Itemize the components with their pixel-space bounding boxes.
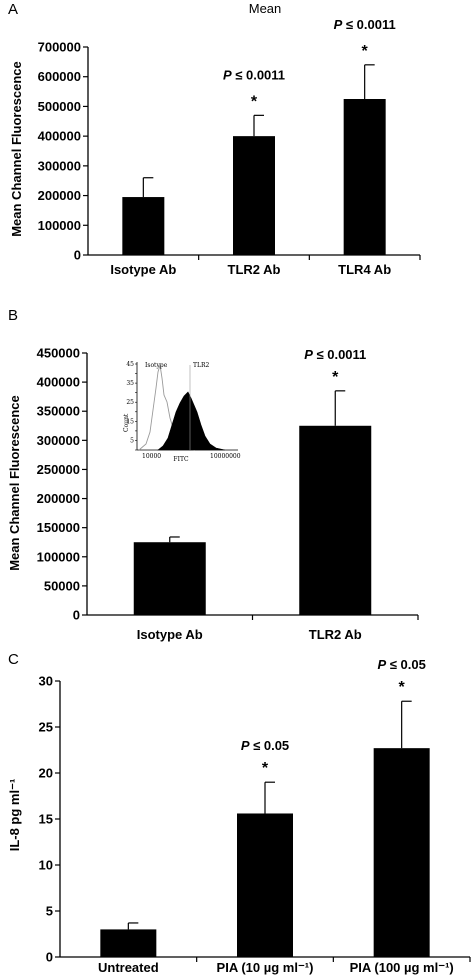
inset-tlr2-label: TLR2 [193,362,210,369]
panel-a-title: Mean [249,1,282,16]
panel-a-bar [122,197,165,255]
panel-a-significance-star: * [362,43,369,60]
panel-b-ytick-label: 400000 [37,375,80,390]
inset-xlabel: FITC [173,456,189,463]
panel-c-letter: C [8,651,19,668]
inset-ytick-label: 35 [126,380,134,387]
inset-isotype-label: Isotype [145,362,168,369]
panel-b-p-value-label: P ≤ 0.0011 [304,347,366,362]
panel-b-ytick-label: 150000 [37,520,80,535]
panel-a-ytick-label: 300000 [38,158,81,173]
panel-a-ytick-label: 700000 [38,40,81,55]
panel-a-chart: 0 100000 200000 300000 400000 500000 600000 700… [38,17,421,277]
panel-c-category-label: PIA (100 µg ml⁻¹) [350,960,454,975]
panel-b-category-label: TLR2 Ab [309,627,362,642]
panel-b-chart: 0 50000 100000 150000 200000 250000 300000 3500… [37,346,419,642]
panel-a-ytick-label: 200000 [38,188,81,203]
panel-b-ytick-label: 300000 [37,433,80,448]
panel-b-ytick-label: 100000 [37,549,80,564]
panel-c-significance-star: * [262,760,269,777]
panel-c-p-value-label: P ≤ 0.05 [241,738,289,753]
inset-ytick-label: 25 [126,399,134,406]
panel-c-ytick-label: 0 [46,950,53,965]
panel-a-ytick-label: 400000 [38,129,81,144]
panel-c-chart: 0 5 10 15 20 25 30 Untreated PIA (10 µg ml⁻¹) * P … [39,657,471,975]
panel-c-p-value-label: P ≤ 0.05 [377,657,425,672]
inset-ylabel: Count [123,413,130,432]
panel-a-letter: A [8,1,18,18]
panel-b-significance-star: * [332,369,339,386]
panel-b-ytick-label: 0 [73,608,80,623]
panel-b-ytick-label: 450000 [37,346,80,361]
panel-a-ytick-label: 0 [74,248,81,263]
panel-c-bar [237,813,293,957]
panel-a-ylabel: Mean Channel Fluorescence [9,61,24,237]
inset-tlr2-histogram [157,391,226,451]
inset-ytick-label: 45 [126,361,134,368]
panel-c-ytick-label: 10 [39,858,53,873]
histogram-inset: Isotype TLR2 FITC Count 10000 10000000 5… [123,359,241,463]
panel-c-bar [100,929,157,957]
panel-a-ytick-label: 100000 [38,218,81,233]
inset-y-ticks: 5 15 25 35 45 [126,361,137,451]
panel-a-ytick-label: 500000 [38,99,81,114]
panel-c-ytick-label: 15 [39,812,53,827]
panel-a-category-label: Isotype Ab [110,262,176,277]
panel-a-ytick-label: 600000 [38,69,81,84]
panel-c-category-label: Untreated [98,960,159,975]
panel-a-p-value-label: P ≤ 0.0011 [223,67,285,82]
panel-a-bar [343,99,386,255]
panel-a-bar [233,136,275,255]
panel-a-p-value-label: P ≤ 0.0011 [334,17,396,32]
panel-c-ylabel: IL-8 pg ml⁻¹ [7,779,22,852]
panel-a-category-label: TLR4 Ab [338,262,391,277]
inset-ytick-label: 5 [130,437,134,444]
panel-b-ytick-label: 350000 [37,404,80,419]
panel-b-category-label: Isotype Ab [137,627,203,642]
panel-c-ytick-label: 25 [39,720,53,735]
panel-c-significance-star: * [399,679,406,696]
panel-c-category-label: PIA (10 µg ml⁻¹) [217,960,314,975]
panel-b-ytick-label: 50000 [44,578,80,593]
panel-a-category-label: TLR2 Ab [228,262,281,277]
panel-b-ytick-label: 250000 [37,462,80,477]
panel-b-bar [299,425,372,615]
panel-c-bar [373,748,430,957]
inset-xtick-high: 10000000 [210,453,241,460]
panel-a-significance-star: * [251,93,258,110]
panel-c-ytick-label: 5 [46,904,53,919]
panel-b-ylabel: Mean Channel Fluorescence [7,395,22,571]
inset-ytick-label: 15 [126,418,134,425]
panel-c-ytick-label: 20 [39,766,53,781]
panel-b-bar [133,542,206,615]
inset-xtick-low: 10000 [142,453,161,460]
panel-b-letter: B [8,307,18,324]
panel-b-ytick-label: 200000 [37,491,80,506]
panel-c-ytick-label: 30 [39,674,53,689]
